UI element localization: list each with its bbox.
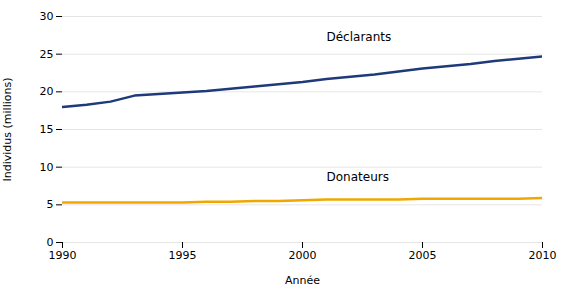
svg-text:Donateurs: Donateurs — [327, 170, 389, 184]
svg-text:0: 0 — [47, 236, 54, 249]
svg-text:1995: 1995 — [169, 249, 197, 262]
svg-text:Déclarants: Déclarants — [327, 30, 392, 44]
svg-text:2005: 2005 — [409, 249, 437, 262]
svg-text:1990: 1990 — [49, 249, 77, 262]
svg-text:2010: 2010 — [529, 249, 557, 262]
svg-text:2000: 2000 — [289, 249, 317, 262]
svg-text:Année: Année — [285, 274, 320, 286]
svg-text:20: 20 — [40, 85, 54, 98]
svg-text:Individus (millions): Individus (millions) — [1, 78, 14, 182]
svg-text:15: 15 — [40, 123, 54, 136]
svg-text:10: 10 — [40, 161, 54, 174]
svg-text:25: 25 — [40, 48, 54, 61]
svg-text:5: 5 — [47, 198, 54, 211]
svg-text:30: 30 — [40, 10, 54, 23]
